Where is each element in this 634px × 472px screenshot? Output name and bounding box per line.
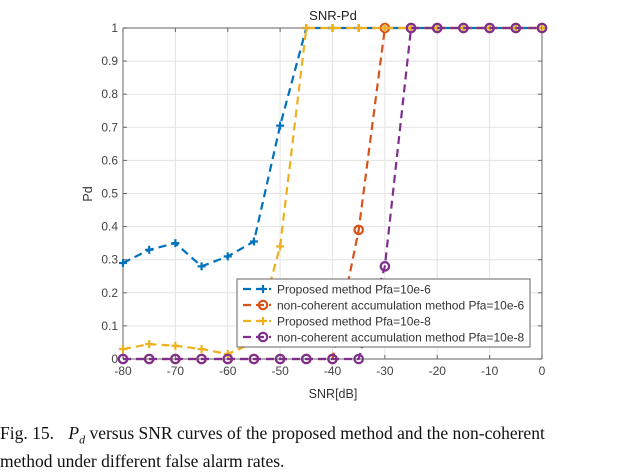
x-tick-label: -10	[481, 364, 499, 378]
series-4	[117, 22, 548, 365]
y-tick-label: 1	[111, 21, 118, 35]
circle-marker	[327, 353, 338, 365]
caption-text-1: versus SNR curves of the proposed method…	[85, 423, 545, 443]
series-line	[123, 26, 542, 361]
y-tick-label: 0.6	[101, 153, 118, 167]
plus-marker	[380, 24, 389, 32]
plus-marker	[119, 259, 127, 268]
x-tick-label: -40	[324, 364, 342, 378]
series	[117, 22, 548, 365]
circle-marker	[248, 353, 260, 365]
circle-marker	[143, 353, 155, 365]
circle-marker	[222, 353, 234, 365]
legend-label: Proposed method Pfa=10e-8	[277, 315, 431, 329]
plus-marker	[276, 242, 285, 251]
plus-marker	[259, 285, 267, 293]
series-line	[122, 26, 542, 356]
legend-entry: non-coherent accumulation method Pfa=10e…	[243, 299, 524, 313]
legend-entry: Proposed method Pfa=10e-6	[243, 283, 431, 297]
circle-marker	[170, 353, 181, 365]
circle-marker	[458, 22, 469, 34]
plus-marker	[145, 340, 154, 349]
pd-vs-snr-chart: -80 -70 -60 -50 -40 -30 -20 -10 0 0 0.1 0.2 0.3 0.4 0.…	[81, 8, 548, 401]
plus-marker	[171, 341, 180, 350]
caption-line-1: Fig. 15. Pd versus SNR curves of the pro…	[0, 423, 634, 451]
plus-marker	[328, 24, 337, 32]
plus-marker	[145, 245, 154, 254]
plus-marker	[249, 237, 258, 246]
circle-marker	[274, 353, 286, 365]
plus-marker	[119, 345, 127, 354]
plus-marker	[197, 345, 206, 354]
circle-marker	[379, 261, 391, 272]
plus-marker	[302, 24, 311, 32]
circle-marker	[257, 299, 269, 311]
y-axis-label: Pd	[81, 186, 95, 201]
y-tick-label: 0.7	[101, 120, 118, 134]
plus-marker	[171, 239, 180, 248]
circle-marker	[117, 353, 129, 365]
plus-marker	[276, 121, 285, 130]
legend-label: non-coherent accumulation method Pfa=10e…	[277, 331, 524, 345]
y-tick-label: 0.9	[101, 54, 118, 68]
figure-number: Fig. 15.	[0, 423, 54, 443]
plus-marker	[259, 317, 267, 325]
circle-marker	[353, 224, 364, 236]
circle-marker	[301, 353, 312, 365]
legend-label: Proposed method Pfa=10e-6	[277, 283, 431, 297]
y-tick-label: 0.1	[101, 319, 118, 333]
circle-marker	[405, 22, 417, 34]
pd-symbol: Pd	[68, 423, 86, 447]
circle-marker	[484, 22, 495, 34]
x-tick-label: -70	[167, 364, 185, 378]
chart-title: SNR-Pd	[309, 8, 357, 23]
legend-box	[236, 278, 531, 348]
x-tick-label: -20	[429, 364, 447, 378]
y-tick-label: 0.5	[101, 187, 118, 201]
x-tick-label: -30	[376, 364, 394, 378]
plus-marker	[223, 252, 232, 261]
legend: Proposed method Pfa=10e-6 non-coherent ac…	[236, 278, 531, 348]
caption-line-2: method under different false alarm rates…	[0, 450, 285, 471]
circle-marker	[257, 331, 269, 343]
plus-marker	[197, 262, 206, 271]
plus-marker	[354, 24, 363, 32]
y-tick-label: 0.2	[101, 286, 118, 300]
x-tick-label: -50	[271, 364, 289, 378]
circle-marker	[353, 353, 364, 365]
y-tick-label: 0.3	[101, 253, 118, 267]
circle-marker	[536, 22, 548, 34]
circle-marker	[431, 22, 443, 34]
legend-label: non-coherent accumulation method Pfa=10e…	[277, 299, 524, 313]
circle-marker	[510, 22, 522, 34]
x-tick-label: 0	[539, 364, 546, 378]
circle-marker	[196, 353, 207, 365]
legend-entry: Proposed method Pfa=10e-8	[243, 315, 431, 329]
y-tick-label: 0.8	[101, 87, 118, 101]
legend-entry: non-coherent accumulation method Pfa=10e…	[243, 331, 524, 345]
y-tick-label: 0	[111, 352, 118, 366]
figure-caption: Fig. 15. Pd versus SNR curves of the pro…	[0, 423, 634, 472]
x-tick-label: -60	[219, 364, 237, 378]
x-tick-label: -80	[114, 364, 132, 378]
y-tick-label: 0.4	[101, 220, 118, 234]
x-axis-label: SNR[dB]	[309, 387, 358, 401]
